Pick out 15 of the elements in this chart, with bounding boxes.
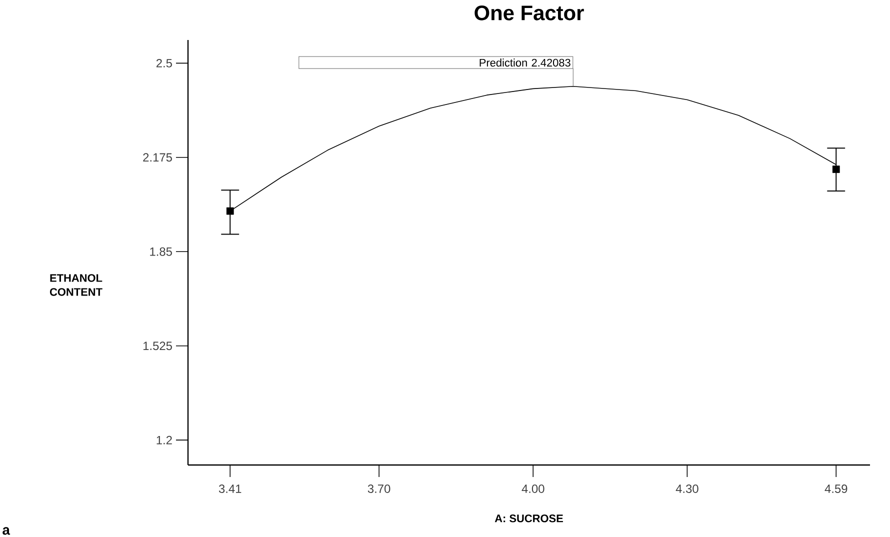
y-tick-label: 1.525 [143,342,172,350]
x-tick-label: 4.30 [676,484,698,493]
x-tick-label: 3.70 [368,484,390,493]
y-tick-label: 2.175 [143,153,172,162]
y-tick-label: 1.85 [150,247,172,256]
x-axis-title: A: SUCROSE [494,514,563,522]
y-tick-label: 1.2 [156,436,172,444]
annotation: Prediction 2.42083 [480,58,570,67]
x-tick-label: 4.59 [824,484,848,493]
chart-title: One Factor [474,6,584,20]
x-tick-label: 3.41 [218,484,242,493]
text: a [2,527,10,535]
x-tick-label: 4.00 [522,484,544,493]
y-tick-label: 2.5 [156,58,172,68]
y-axis-title: ETHANOL CONTENT [50,274,102,296]
